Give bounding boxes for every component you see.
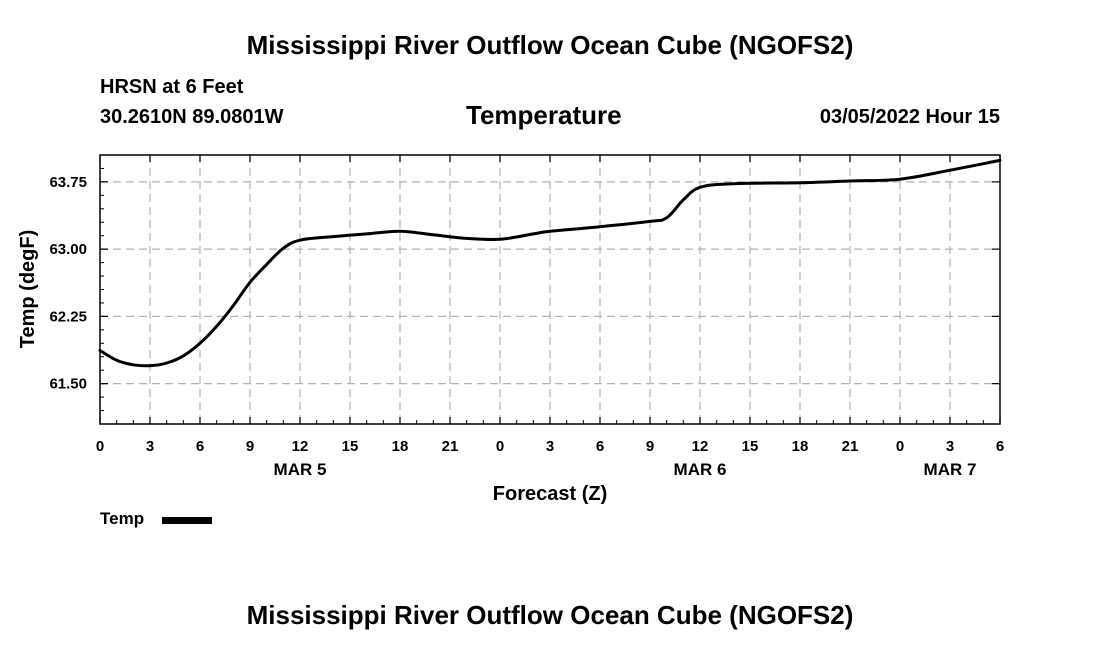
tick-labels: 0 3 6 9 12 15 18 21 0 3 6 9 12 15 18 21 0 3 6 61.50 62.25 63.…: [49, 174, 1004, 479]
x-axis-label: Forecast (Z): [493, 483, 607, 505]
axis-ticks: [99, 154, 1001, 425]
day-label: MAR 6: [674, 460, 727, 479]
x-tick-label: 18: [792, 438, 809, 455]
chart-title: Temperature: [466, 100, 622, 130]
x-tick-label: 6: [196, 438, 204, 455]
x-tick-label: 12: [292, 438, 309, 455]
x-tick-label: 0: [496, 438, 504, 455]
plot-frame: [99, 154, 1001, 425]
station-label: HRSN at 6 Feet: [100, 76, 244, 98]
x-tick-label: 15: [342, 438, 359, 455]
x-tick-label: 9: [646, 438, 654, 455]
page-title: Mississippi River Outflow Ocean Cube (NG…: [246, 30, 854, 60]
y-tick-label: 63.00: [49, 241, 87, 258]
day-label: MAR 7: [924, 460, 977, 479]
x-tick-label: 0: [896, 438, 904, 455]
x-tick-label: 3: [946, 438, 954, 455]
x-tick-label: 21: [442, 438, 459, 455]
x-tick-label: 6: [996, 438, 1004, 455]
legend-line-swatch: [162, 517, 212, 524]
y-tick-label: 62.25: [49, 308, 87, 325]
day-label: MAR 5: [274, 460, 327, 479]
y-tick-label: 63.75: [49, 174, 87, 191]
x-tick-label: 21: [842, 438, 859, 455]
x-tick-label: 15: [742, 438, 759, 455]
y-tick-label: 61.50: [49, 376, 87, 393]
legend-item-label: Temp: [100, 509, 145, 528]
temperature-chart: 0 3 6 9 12 15 18 21 0 3 6 9 12 15 18 21 0 3 6 61.50 62.25 63.…: [17, 154, 1004, 505]
y-axis-label: Temp (degF): [17, 230, 39, 349]
series-line-temp: [98, 158, 1002, 368]
x-tick-label: 3: [146, 438, 154, 455]
grid-lines: [100, 155, 1000, 424]
footer-title: Mississippi River Outflow Ocean Cube (NG…: [246, 600, 854, 630]
x-tick-label: 9: [246, 438, 254, 455]
x-tick-label: 3: [546, 438, 554, 455]
x-tick-label: 0: [96, 438, 104, 455]
series-layer: [98, 158, 1002, 368]
x-tick-label: 6: [596, 438, 604, 455]
forecast-datetime: 03/05/2022 Hour 15: [819, 106, 1000, 128]
coordinates-label: 30.2610N 89.0801W: [100, 106, 284, 128]
x-tick-label: 12: [692, 438, 709, 455]
x-tick-label: 18: [392, 438, 409, 455]
